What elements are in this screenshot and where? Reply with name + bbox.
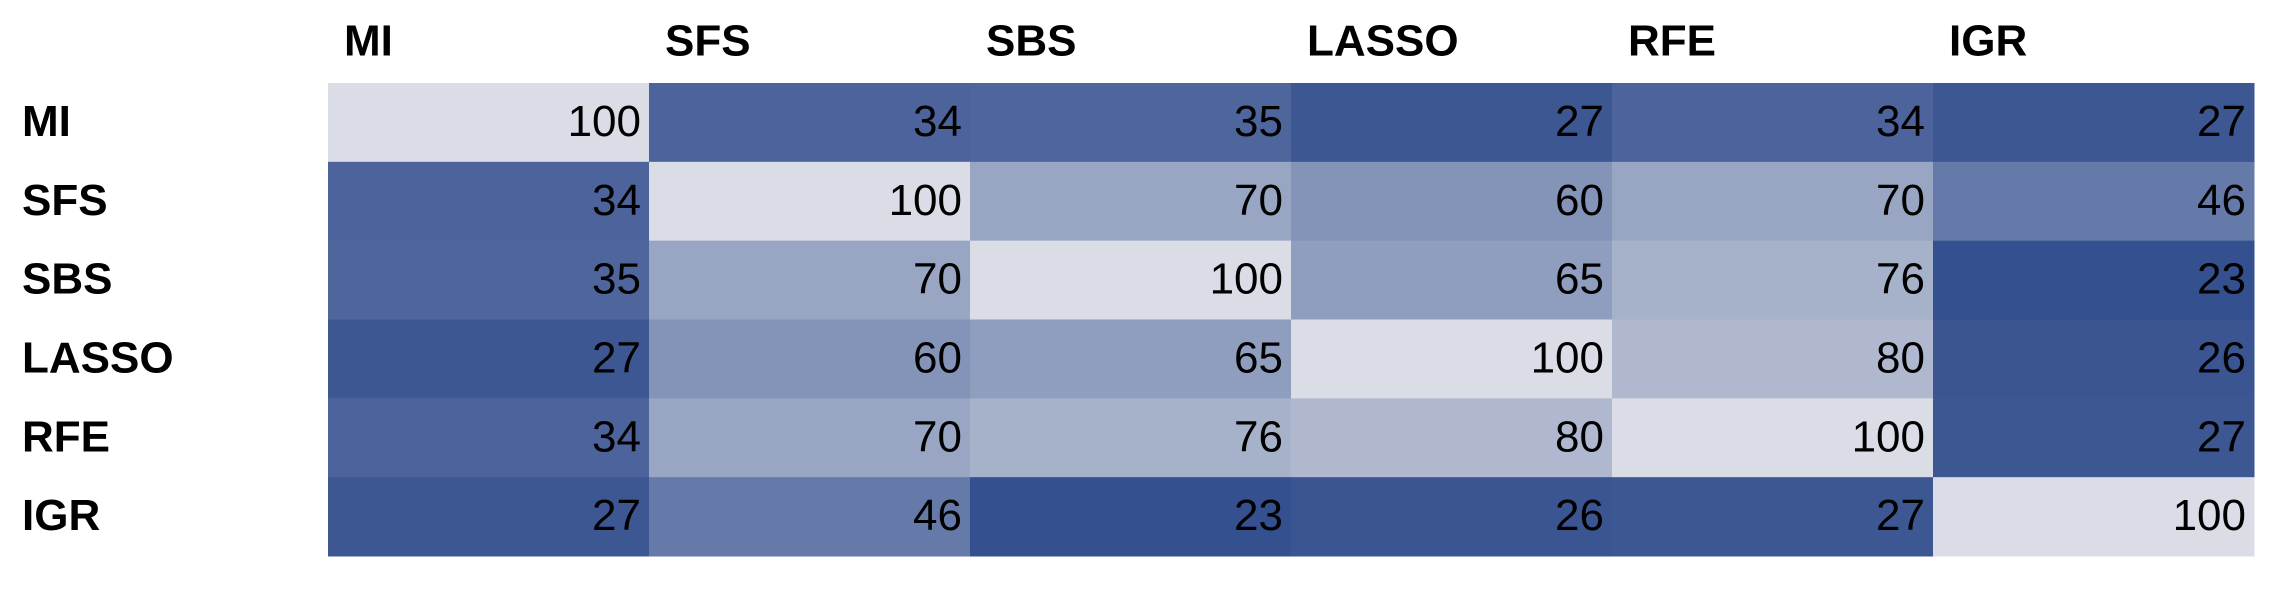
cell-value: 70: [913, 255, 962, 304]
cell-value: 23: [1234, 491, 1283, 540]
heatmap-cell: [649, 161, 971, 242]
cell-value: 76: [1876, 255, 1925, 304]
heatmap-cell: [970, 240, 1292, 320]
cell-value: 27: [2197, 97, 2246, 146]
column-header: LASSO: [1307, 17, 1459, 66]
heatmap-cell: [649, 477, 971, 557]
heatmap-cell: [970, 398, 1292, 478]
column-header: RFE: [1628, 17, 1716, 66]
heatmap-cell: [1291, 477, 1613, 557]
cell-value: 34: [1876, 97, 1925, 146]
heatmap-cell: [1933, 319, 2255, 399]
row-header: SBS: [22, 255, 112, 304]
cell-value: 70: [1876, 176, 1925, 225]
heatmap-cell: [649, 398, 971, 478]
heatmap-cell: [970, 477, 1292, 557]
heatmap-cell: [1933, 477, 2255, 557]
heatmap-cell: [328, 161, 650, 242]
row-header: LASSO: [22, 334, 174, 383]
heatmap-cell: [1291, 240, 1613, 320]
heatmap-cell: [328, 319, 650, 399]
heatmap-cell: [328, 240, 650, 320]
cell-value: 35: [1234, 97, 1283, 146]
cell-value: 46: [2197, 176, 2246, 225]
column-header: MI: [344, 17, 393, 66]
heatmap-cell: [328, 477, 650, 557]
cell-value: 100: [1210, 255, 1283, 304]
column-header: SBS: [986, 17, 1076, 66]
cell-value: 76: [1234, 412, 1283, 461]
cell-value: 100: [568, 97, 641, 146]
cell-value: 80: [1555, 412, 1604, 461]
cell-value: 65: [1234, 334, 1283, 383]
heatmap-cell: [1933, 161, 2255, 242]
row-header: RFE: [22, 412, 110, 461]
cell-value: 100: [1852, 412, 1925, 461]
cell-value: 27: [592, 334, 641, 383]
heatmap-cell: [970, 161, 1292, 242]
heatmap-cell: [328, 398, 650, 478]
cell-value: 65: [1555, 255, 1604, 304]
cell-value: 60: [1555, 176, 1604, 225]
heatmap-cell: [1933, 240, 2255, 320]
heatmap-cell: [649, 83, 971, 163]
heatmap-cell: [1612, 161, 1934, 242]
row-header: SFS: [22, 176, 108, 225]
heatmap-cell: [1291, 398, 1613, 478]
heatmap-cell: [970, 83, 1292, 163]
heatmap-cell: [649, 240, 971, 320]
cell-value: 27: [2197, 412, 2246, 461]
cell-value: 26: [2197, 334, 2246, 383]
heatmap-cell: [328, 83, 650, 163]
heatmap-cell: [1612, 240, 1934, 320]
cell-value: 27: [1876, 491, 1925, 540]
heatmap-cell: [970, 319, 1292, 399]
cell-value: 100: [889, 176, 962, 225]
cell-value: 34: [913, 97, 962, 146]
heatmap-cell: [1612, 83, 1934, 163]
cell-value: 80: [1876, 334, 1925, 383]
cell-value: 100: [2173, 491, 2246, 540]
heatmap-cell: [1291, 161, 1613, 242]
row-header: IGR: [22, 491, 100, 540]
heatmap-cell: [1291, 83, 1613, 163]
cell-value: 27: [1555, 97, 1604, 146]
cell-value: 60: [913, 334, 962, 383]
cell-value: 100: [1531, 334, 1604, 383]
cell-value: 34: [592, 176, 641, 225]
heatmap-cell: [1612, 398, 1934, 478]
heatmap-cell: [1933, 83, 2255, 163]
column-header: IGR: [1949, 17, 2027, 66]
cell-value: 27: [592, 491, 641, 540]
cell-value: 23: [2197, 255, 2246, 304]
cell-value: 70: [1234, 176, 1283, 225]
heatmap-cell: [1933, 398, 2255, 478]
cell-value: 34: [592, 412, 641, 461]
cell-value: 70: [913, 412, 962, 461]
cell-value: 46: [913, 491, 962, 540]
heatmap-cell: [1612, 477, 1934, 557]
heatmap-cell: [1612, 319, 1934, 399]
cell-value: 35: [592, 255, 641, 304]
cell-value: 26: [1555, 491, 1604, 540]
column-header: SFS: [665, 17, 751, 66]
row-header: MI: [22, 97, 71, 146]
heatmap-cell: [649, 319, 971, 399]
heatmap-cell: [1291, 319, 1613, 399]
